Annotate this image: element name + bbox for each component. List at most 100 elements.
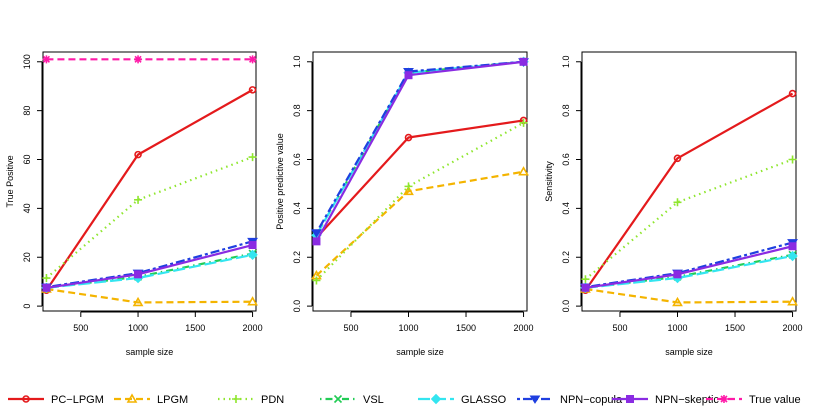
x-axis-title: sample size xyxy=(396,347,444,357)
legend-marker xyxy=(720,395,728,403)
y-tick-label: 100 xyxy=(22,54,32,69)
series-line xyxy=(315,121,525,282)
y-tick-label: 0.2 xyxy=(561,251,571,264)
series-line xyxy=(315,60,524,236)
data-point xyxy=(42,55,51,64)
data-point xyxy=(42,283,51,292)
legend-marker xyxy=(626,395,634,403)
series-line xyxy=(45,156,253,279)
data-point xyxy=(312,237,321,246)
legend-item: LPGM xyxy=(114,393,188,406)
x-tick-label: 1000 xyxy=(398,323,418,333)
legend-item: True value xyxy=(706,394,801,406)
plot-frame xyxy=(42,51,257,312)
x-axis-title: sample size xyxy=(665,347,713,357)
series-line xyxy=(46,253,253,289)
data-point xyxy=(788,242,797,251)
data-point xyxy=(672,296,683,307)
data-point xyxy=(788,155,797,164)
data-point xyxy=(134,270,143,279)
data-point xyxy=(788,89,797,98)
y-tick-label: 0.6 xyxy=(292,153,302,166)
x-tick-label: 500 xyxy=(343,323,358,333)
data-point xyxy=(403,185,414,196)
legend-item: PC−LPGM xyxy=(8,394,104,406)
data-point xyxy=(134,55,143,64)
y-axis-title: Positive predictive value xyxy=(275,133,285,230)
y-axis-title: Sensitivity xyxy=(544,161,554,202)
series-line xyxy=(315,119,524,239)
data-point xyxy=(248,153,257,162)
series-line xyxy=(584,158,793,281)
data-point xyxy=(248,241,257,250)
legend: PC−LPGM LPGM PDN VSL GLASSO NPN−copula NPN−ske… xyxy=(8,393,801,406)
legend-marker xyxy=(430,393,442,405)
series-line xyxy=(585,241,793,289)
legend-label: PC−LPGM xyxy=(51,394,104,406)
x-axis-title: sample size xyxy=(126,347,174,357)
data-point xyxy=(42,274,51,283)
legend-label: PDN xyxy=(261,394,284,406)
data-point xyxy=(673,198,682,207)
data-point xyxy=(248,86,257,94)
data-point xyxy=(404,133,413,142)
x-tick-label: 500 xyxy=(612,323,627,333)
x-tick-label: 1500 xyxy=(456,323,476,333)
legend-label: GLASSO xyxy=(461,394,507,406)
y-tick-label: 80 xyxy=(22,106,32,116)
series-line xyxy=(315,60,524,242)
legend-item: NPN−skeptic xyxy=(612,394,719,406)
series-line xyxy=(46,287,253,304)
data-point xyxy=(248,55,257,64)
data-point xyxy=(519,57,528,66)
legend-item: NPN−copula xyxy=(517,394,623,406)
data-point xyxy=(673,154,682,163)
x-tick-label: 2000 xyxy=(783,323,803,333)
x-tick-label: 2000 xyxy=(514,323,534,333)
y-axis-title: True Positive xyxy=(5,155,15,207)
series-line xyxy=(585,254,793,289)
legend-marker xyxy=(529,395,541,404)
data-point xyxy=(581,275,590,284)
legend-marker xyxy=(126,393,138,403)
series-line xyxy=(45,88,254,291)
x-tick-label: 1500 xyxy=(725,323,745,333)
legend-label: NPN−copula xyxy=(560,394,623,406)
y-tick-label: 20 xyxy=(22,252,32,262)
series-line xyxy=(315,60,524,236)
x-tick-label: 2000 xyxy=(243,323,263,333)
legend-label: NPN−skeptic xyxy=(655,394,719,406)
data-point xyxy=(311,229,322,238)
x-tick-label: 1000 xyxy=(667,323,687,333)
legend-label: VSL xyxy=(363,394,384,406)
data-point xyxy=(134,150,142,159)
data-point xyxy=(787,250,798,262)
y-tick-label: 0.4 xyxy=(292,202,302,215)
plot-frame xyxy=(312,51,528,312)
data-point xyxy=(404,182,413,191)
y-tick-label: 0.8 xyxy=(561,104,571,117)
legend-marker xyxy=(333,394,343,404)
panel-true-positive: 500 1000 1500 2000 0 20 40 60 80 100 sample size Tr… xyxy=(5,51,263,357)
legend-item: GLASSO xyxy=(418,393,507,406)
data-point xyxy=(518,166,529,176)
legend-label: LPGM xyxy=(157,394,188,406)
data-point xyxy=(247,296,258,306)
panel-sensitivity: 500 1000 1500 2000 0.0 0.2 0.4 0.6 0.8 1.0 sample … xyxy=(544,51,803,357)
y-tick-label: 60 xyxy=(22,155,32,165)
y-tick-label: 1.0 xyxy=(561,56,571,69)
x-tick-label: 1000 xyxy=(128,323,148,333)
y-tick-label: 0.2 xyxy=(292,251,302,264)
y-tick-label: 0.0 xyxy=(561,300,571,313)
data-point xyxy=(404,71,413,80)
legend-marker xyxy=(232,395,240,403)
legend-marker xyxy=(22,395,30,403)
legend-item: PDN xyxy=(218,394,284,406)
legend-item: VSL xyxy=(320,394,384,406)
x-tick-label: 500 xyxy=(73,323,88,333)
data-point xyxy=(787,296,798,306)
data-point xyxy=(519,118,528,127)
data-point xyxy=(312,276,321,285)
y-tick-label: 0 xyxy=(22,304,32,309)
